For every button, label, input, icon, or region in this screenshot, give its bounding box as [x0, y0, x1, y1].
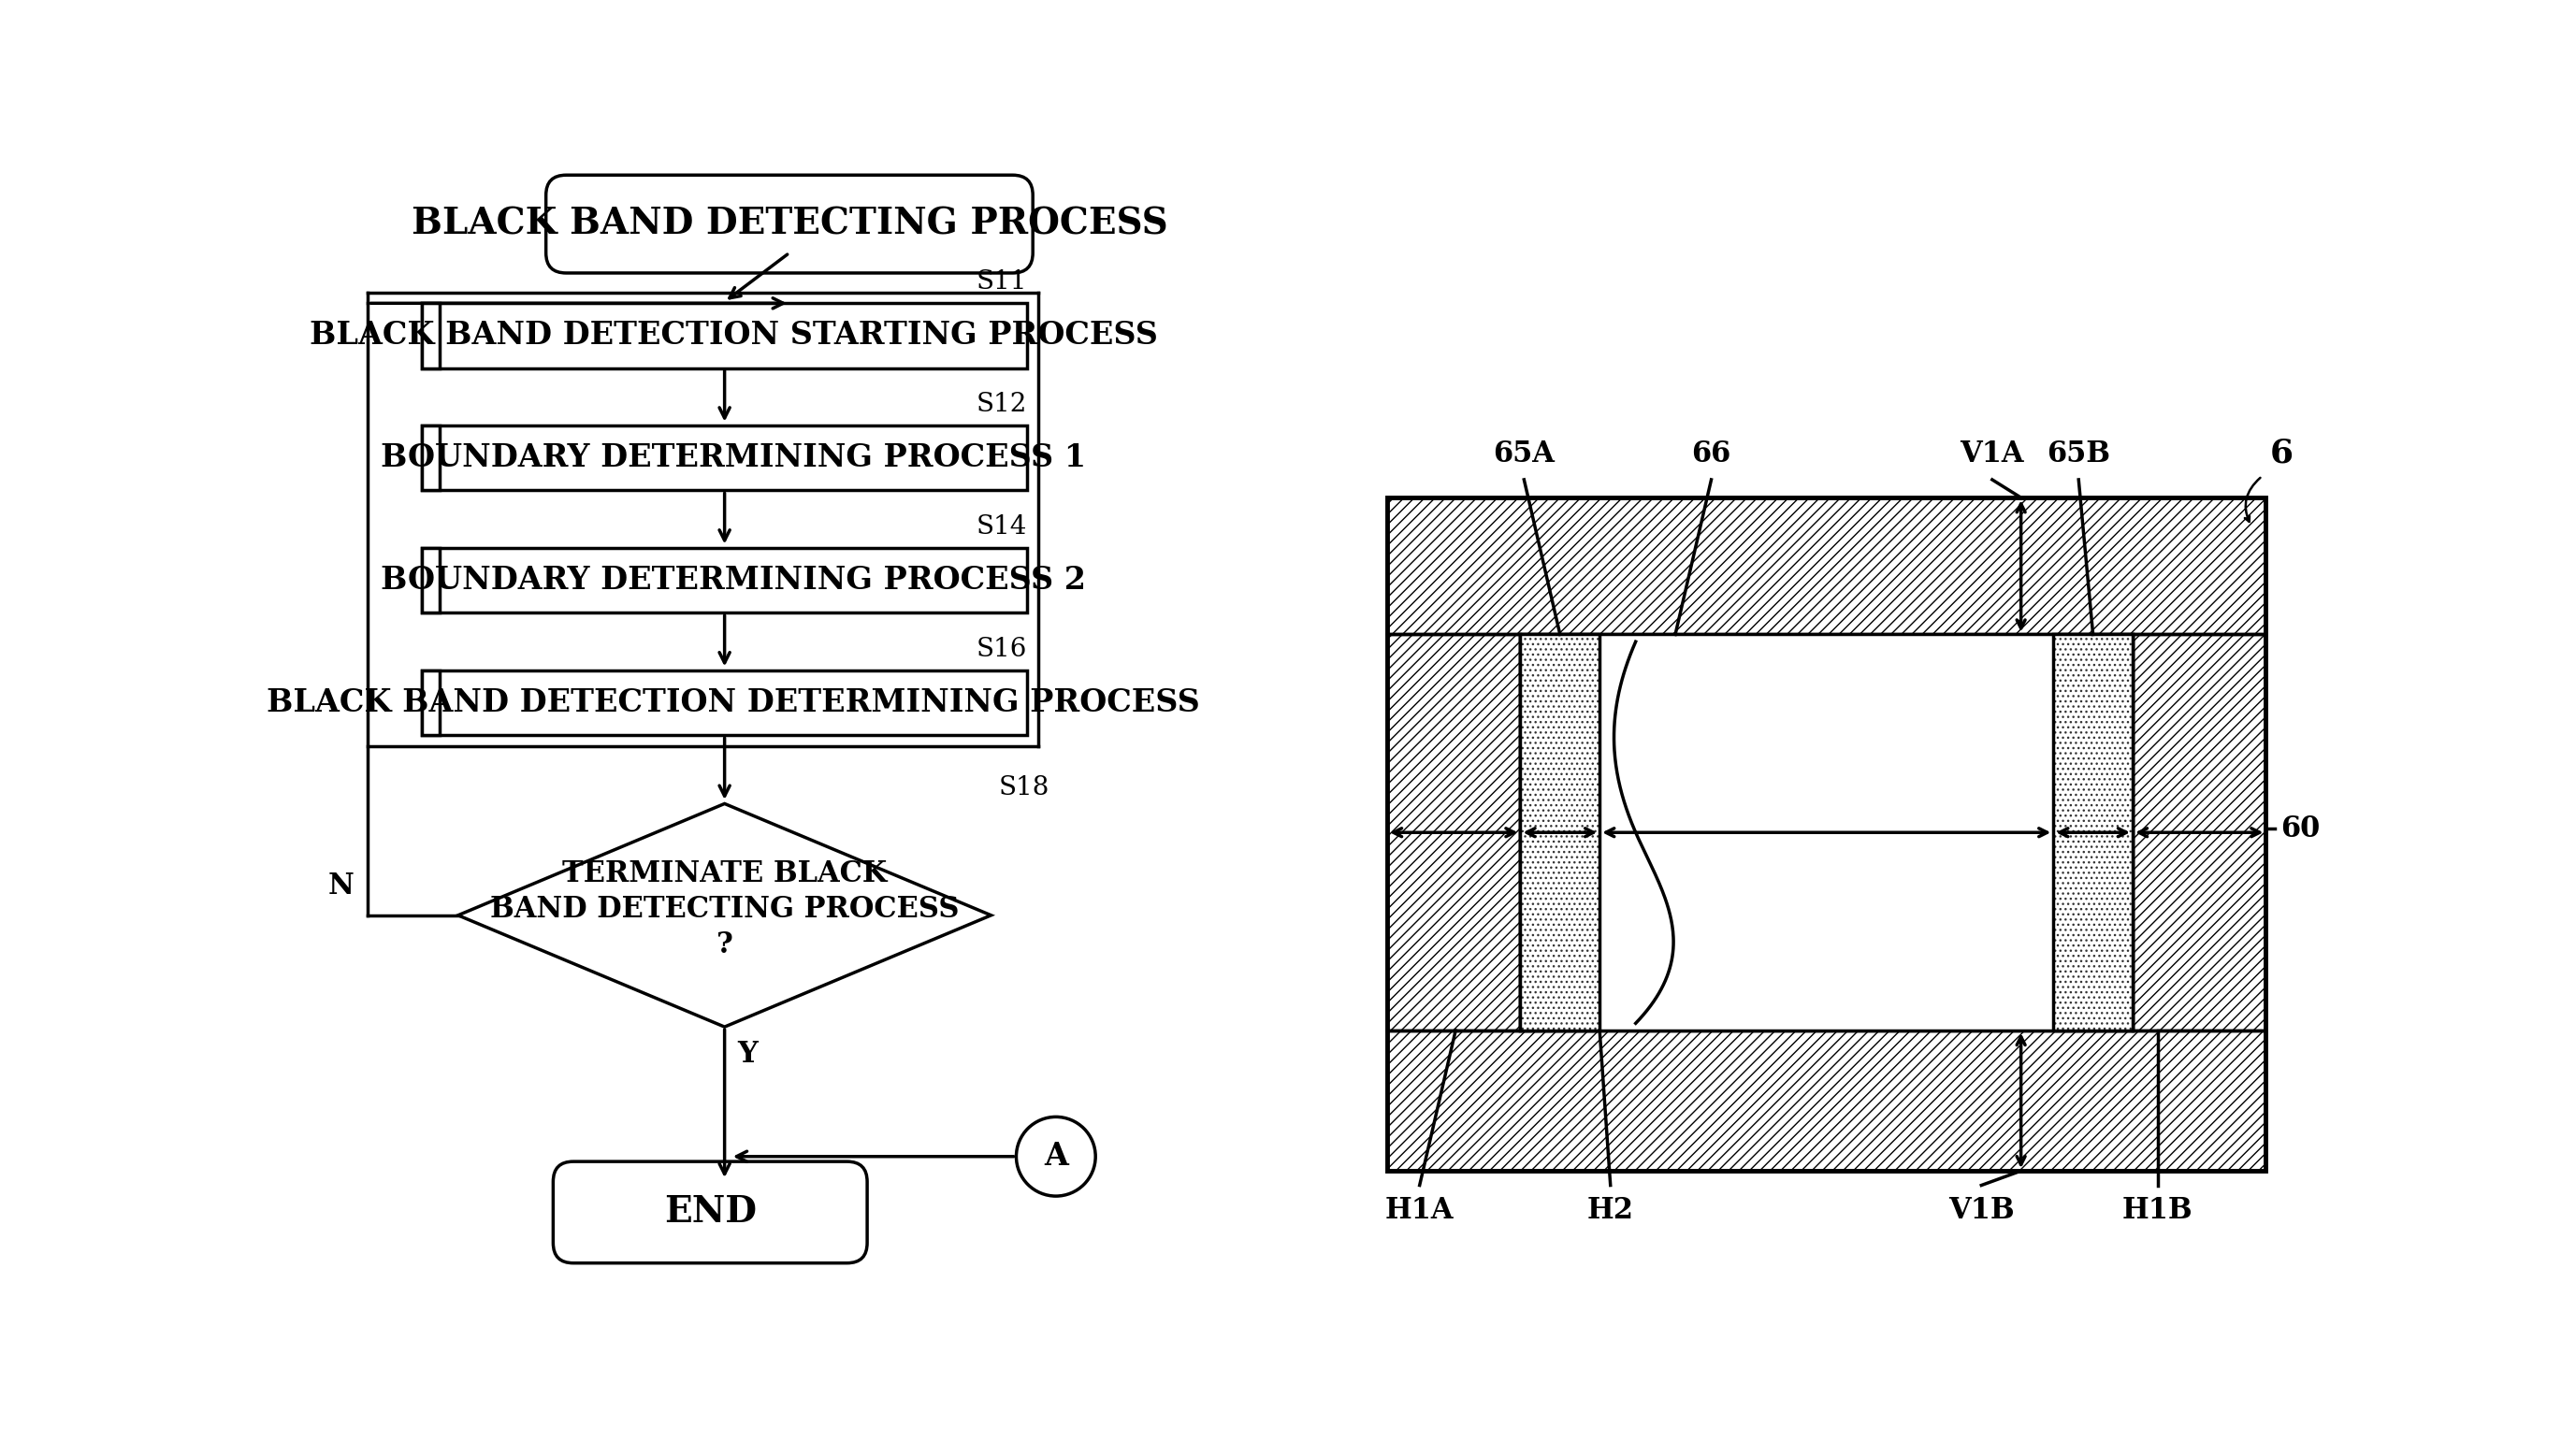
Text: TERMINATE BLACK
BAND DETECTING PROCESS
?: TERMINATE BLACK BAND DETECTING PROCESS ? — [489, 859, 958, 960]
Bar — [1388, 497, 2267, 634]
Bar — [2053, 634, 2133, 1030]
Bar — [1520, 634, 1600, 1030]
Bar — [422, 425, 1028, 490]
Text: 65B: 65B — [2048, 440, 2110, 468]
Bar — [2053, 634, 2133, 1030]
Text: Y: Y — [737, 1040, 757, 1069]
Text: BLACK BAND DETECTION DETERMINING PROCESS: BLACK BAND DETECTION DETERMINING PROCESS — [268, 687, 1200, 718]
Polygon shape — [459, 804, 992, 1027]
Text: END: END — [665, 1195, 757, 1231]
Bar — [1520, 634, 2133, 1030]
Bar — [422, 670, 440, 735]
Bar — [1388, 497, 2267, 1172]
Text: 60: 60 — [2280, 814, 2321, 843]
Text: 6: 6 — [2269, 437, 2293, 468]
Text: S12: S12 — [976, 392, 1028, 416]
Text: BOUNDARY DETERMINING PROCESS 2: BOUNDARY DETERMINING PROCESS 2 — [381, 565, 1087, 597]
Text: 66: 66 — [1692, 440, 1731, 468]
Text: H1A: H1A — [1386, 1196, 1453, 1225]
FancyBboxPatch shape — [546, 174, 1033, 272]
Bar — [422, 548, 1028, 612]
Text: V1B: V1B — [1947, 1196, 2014, 1225]
Bar — [422, 303, 440, 367]
Bar — [422, 548, 440, 612]
Text: S11: S11 — [976, 269, 1028, 294]
Text: S18: S18 — [999, 775, 1048, 800]
Text: V1A: V1A — [1960, 440, 2025, 468]
Bar — [422, 303, 1028, 367]
Text: S16: S16 — [976, 637, 1028, 661]
Text: BLACK BAND DETECTION STARTING PROCESS: BLACK BAND DETECTION STARTING PROCESS — [309, 320, 1157, 352]
Bar — [422, 425, 440, 490]
FancyBboxPatch shape — [554, 1161, 868, 1264]
Bar — [1520, 634, 1600, 1030]
Text: S14: S14 — [976, 514, 1028, 539]
Bar — [1388, 497, 2267, 634]
Text: BLACK BAND DETECTING PROCESS: BLACK BAND DETECTING PROCESS — [412, 206, 1167, 242]
Text: H1B: H1B — [2123, 1196, 2192, 1225]
Text: 65A: 65A — [1494, 440, 1556, 468]
Text: BOUNDARY DETERMINING PROCESS 1: BOUNDARY DETERMINING PROCESS 1 — [381, 442, 1087, 474]
Bar — [1388, 634, 1520, 1030]
Bar — [2133, 634, 2267, 1030]
Bar — [2133, 634, 2267, 1030]
Circle shape — [1018, 1117, 1095, 1196]
Text: A: A — [1043, 1141, 1069, 1172]
Text: H2: H2 — [1587, 1196, 1633, 1225]
Bar — [1388, 1030, 2267, 1172]
Bar — [422, 670, 1028, 735]
Bar — [1388, 1030, 2267, 1172]
Text: N: N — [327, 872, 353, 901]
Bar — [1388, 634, 1520, 1030]
